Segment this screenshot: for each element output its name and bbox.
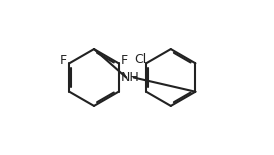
Text: F: F [60, 54, 67, 66]
Text: NH: NH [121, 71, 139, 84]
Text: F: F [121, 54, 128, 66]
Text: Cl: Cl [134, 53, 146, 66]
